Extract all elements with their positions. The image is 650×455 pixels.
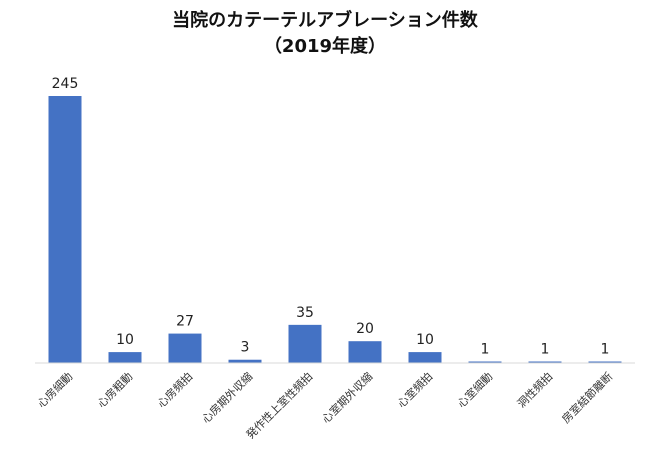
category-label-10: 房室結節離断 [559, 369, 616, 426]
data-label-10: 1 [601, 342, 610, 358]
category-label-6: 心室期外収縮 [319, 369, 376, 426]
bar-5 [288, 324, 322, 363]
category-label-4: 心房期外収縮 [199, 369, 256, 426]
category-label-1: 心房細動 [34, 369, 75, 410]
data-label-2: 10 [116, 332, 134, 348]
bar-2 [108, 352, 142, 363]
data-label-1: 245 [52, 76, 79, 92]
data-label-8: 1 [481, 342, 490, 358]
category-label-3: 心房頻拍 [154, 369, 195, 410]
bar-10 [588, 361, 622, 363]
data-label-6: 20 [356, 321, 374, 337]
data-label-5: 35 [296, 305, 314, 321]
data-label-3: 27 [176, 314, 194, 330]
category-label-7: 心室頻拍 [394, 369, 435, 410]
chart-title: 当院のカテーテルアブレーション件数 [172, 9, 479, 31]
plot-area: 245心房細動10心房粗動27心房頻拍3心房期外収縮35発作性上室性頻拍20心室… [34, 76, 622, 441]
category-label-9: 洞性頻拍 [514, 369, 555, 410]
bar-4 [228, 359, 262, 363]
bar-1 [48, 96, 82, 363]
data-label-9: 1 [541, 342, 550, 358]
bar-6 [348, 341, 382, 363]
data-label-7: 10 [416, 332, 434, 348]
category-label-2: 心房粗動 [94, 369, 135, 410]
bar-8 [468, 361, 502, 363]
bar-7 [408, 352, 442, 363]
data-label-4: 3 [241, 340, 250, 356]
category-label-8: 心室細動 [454, 369, 495, 410]
bar-9 [528, 361, 562, 363]
bar-3 [168, 333, 202, 363]
chart-subtitle: （2019年度） [264, 35, 386, 57]
